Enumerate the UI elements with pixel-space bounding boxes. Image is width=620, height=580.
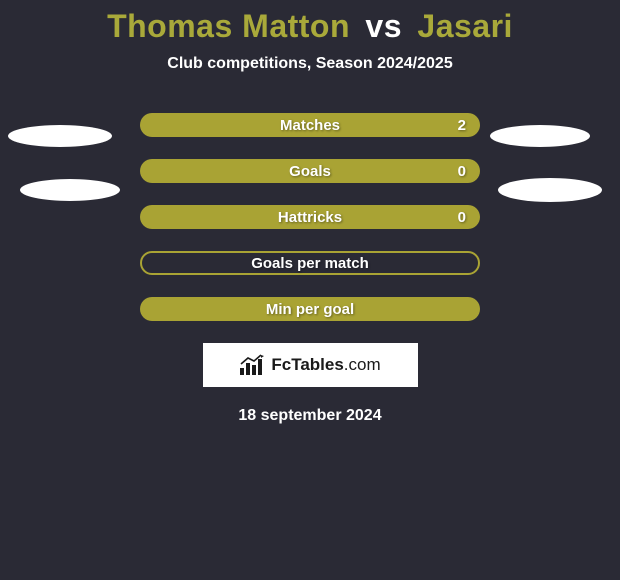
logo-light: .com — [344, 355, 381, 374]
stat-row: Min per goal — [140, 297, 480, 321]
player1-name: Thomas Matton — [107, 8, 350, 44]
vs-text: vs — [365, 8, 402, 44]
player2-name: Jasari — [417, 8, 513, 44]
decorative-ellipse — [490, 125, 590, 147]
decorative-ellipse — [498, 178, 602, 202]
stat-row: Goals per match — [140, 251, 480, 275]
comparison-title: Thomas Matton vs Jasari — [0, 0, 620, 45]
decorative-ellipse — [8, 125, 112, 147]
stat-label: Matches — [280, 117, 340, 134]
subtitle: Club competitions, Season 2024/2025 — [0, 55, 620, 73]
stat-value: 2 — [458, 117, 466, 134]
stat-label: Goals per match — [251, 255, 369, 272]
stat-row: Goals 0 — [140, 159, 480, 183]
stat-value: 0 — [458, 163, 466, 180]
stat-label: Min per goal — [266, 301, 354, 318]
stat-row: Hattricks 0 — [140, 205, 480, 229]
decorative-ellipse — [20, 179, 120, 201]
logo-text: FcTables.com — [271, 355, 380, 375]
stat-label: Hattricks — [278, 209, 342, 226]
stat-row: Matches 2 — [140, 113, 480, 137]
chart-icon — [239, 354, 265, 376]
stat-label: Goals — [289, 163, 331, 180]
stat-value: 0 — [458, 209, 466, 226]
date-text: 18 september 2024 — [0, 407, 620, 425]
logo-bold: FcTables — [271, 355, 343, 374]
fctables-logo: FcTables.com — [203, 343, 418, 387]
